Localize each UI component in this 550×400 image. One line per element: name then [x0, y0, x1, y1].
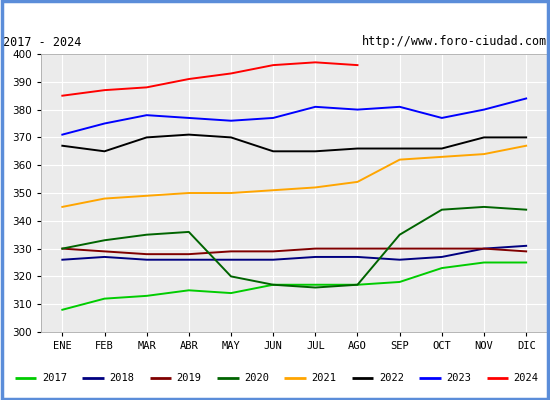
Text: 2021: 2021	[311, 373, 337, 383]
Text: 2022: 2022	[379, 373, 404, 383]
Text: 2020: 2020	[244, 373, 269, 383]
Text: 2017: 2017	[42, 373, 67, 383]
Text: 2017 - 2024: 2017 - 2024	[3, 36, 81, 48]
Text: 2024: 2024	[514, 373, 538, 383]
Text: Evolucion num de emigrantes en Archena: Evolucion num de emigrantes en Archena	[114, 8, 436, 22]
Text: 2023: 2023	[446, 373, 471, 383]
Text: http://www.foro-ciudad.com: http://www.foro-ciudad.com	[362, 36, 547, 48]
Text: 2018: 2018	[109, 373, 134, 383]
Text: 2019: 2019	[177, 373, 202, 383]
